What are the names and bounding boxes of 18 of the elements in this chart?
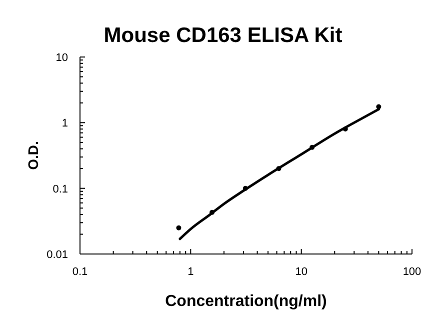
y-tick-label: 10 [56, 52, 68, 64]
x-tick-label: 1 [188, 266, 194, 278]
y-tick-label: 1 [62, 118, 68, 130]
point [342, 126, 348, 132]
x-tick-label: 100 [402, 266, 422, 278]
y-tick-label: 0.1 [52, 183, 68, 196]
point [242, 186, 248, 191]
point [176, 225, 182, 230]
point [276, 166, 282, 172]
point [210, 210, 215, 215]
point [376, 104, 382, 110]
chart-title: Mouse CD163 ELISA Kit [104, 24, 342, 47]
y-tick-label: 0.01 [46, 249, 68, 261]
y-axis-title: O.D. [25, 141, 41, 170]
x-tick-label: 0.1 [72, 266, 88, 278]
point [310, 144, 315, 150]
x-tick-label: 10 [295, 266, 308, 278]
x-axis-title: Concentration(ng/ml) [165, 293, 327, 310]
